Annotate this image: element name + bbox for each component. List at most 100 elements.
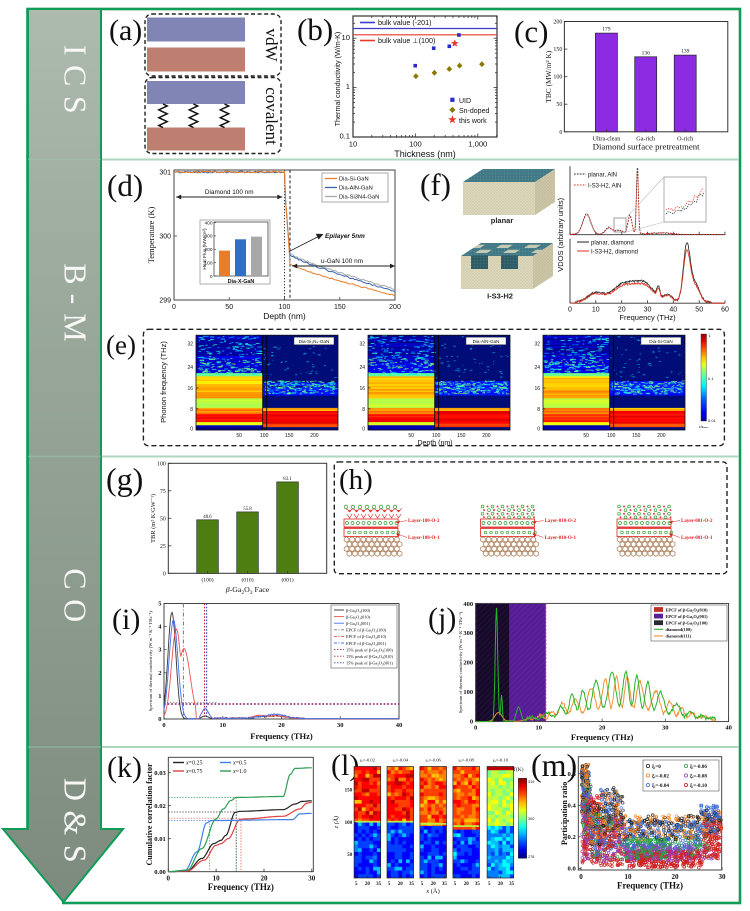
svg-text:εₑ=-0.10: εₑ=-0.10 [493,758,509,763]
svg-text:32: 32 [359,342,365,348]
svg-text:55.8: 55.8 [243,507,252,512]
svg-text:diamond(100): diamond(100) [666,627,693,632]
svg-text:(001): (001) [281,576,293,583]
svg-text:16: 16 [187,386,193,392]
svg-text:εₑ=-0.06: εₑ=-0.06 [426,758,442,763]
svg-text:30: 30 [719,873,727,881]
svg-text:30: 30 [662,725,669,732]
svg-text:(010): (010) [241,576,253,583]
svg-text:Dia-AlN-GaN: Dia-AlN-GaN [473,339,500,344]
svg-text:z (Å): z (Å) [332,816,340,829]
svg-text:48.6: 48.6 [203,515,212,520]
svg-text:300: 300 [463,630,473,637]
svg-text:O-rich: O-rich [677,135,694,142]
svg-text:β-Ga₂O₃(100): β-Ga₂O₃(100) [346,608,371,613]
svg-text:0: 0 [158,716,161,723]
svg-text:30: 30 [337,722,344,729]
svg-text:100: 100 [607,433,616,439]
svg-text:planar, diamond: planar, diamond [591,241,634,247]
svg-text:35: 35 [409,882,415,887]
svg-text:EPCF of β-Ga₂O₃(100): EPCF of β-Ga₂O₃(100) [346,628,387,633]
svg-text:10: 10 [625,873,633,881]
svg-text:0: 0 [474,725,477,732]
svg-text:ICS: ICS [58,45,94,123]
svg-text:Layer-001-O-2: Layer-001-O-2 [681,519,713,524]
svg-text:Frequency (THz): Frequency (THz) [208,882,274,892]
svg-text:20: 20 [398,882,404,887]
svg-text:50: 50 [347,853,353,858]
svg-text:30: 30 [308,875,316,883]
svg-text:CO: CO [58,568,94,631]
svg-text:εₑ=-0.02: εₑ=-0.02 [360,758,376,763]
svg-text:5: 5 [388,882,391,887]
svg-text:35: 35 [442,882,448,887]
svg-text:83.1: 83.1 [283,477,292,482]
svg-text:vdW: vdW [262,28,281,62]
svg-text:Temperature (K): Temperature (K) [146,206,156,263]
svg-text:Layer-010-O-2: Layer-010-O-2 [545,519,577,524]
svg-text:0: 0 [559,130,562,136]
svg-text:200: 200 [463,660,473,667]
svg-text:Depth (nm): Depth (nm) [263,311,306,321]
svg-text:EPCF of β-Ga₂O₃(001): EPCF of β-Ga₂O₃(001) [666,614,709,619]
svg-text:24: 24 [359,365,365,371]
svg-text:Layer-100-O-1: Layer-100-O-1 [408,536,440,541]
svg-text:15% peak of β-Ga₂O₃(100): 15% peak of β-Ga₂O₃(100) [346,647,393,652]
svg-text:0.6: 0.6 [568,771,577,778]
svg-text:15% peak of β-Ga₂O₃(010): 15% peak of β-Ga₂O₃(010) [346,654,393,659]
svg-text:100: 100 [463,689,473,696]
svg-text:UID: UID [459,98,471,105]
svg-text:100: 100 [279,304,291,311]
svg-text:20: 20 [464,882,470,887]
svg-text:15% peak of β-Ga₂O₃(001): 15% peak of β-Ga₂O₃(001) [346,661,393,666]
svg-text:εₑ=-0.08: εₑ=-0.08 [459,758,475,763]
svg-text:0.00: 0.00 [154,869,166,876]
svg-text:Dia-AlN-GaN: Dia-AlN-GaN [339,186,373,192]
svg-text:0.0: 0.0 [568,866,577,873]
svg-text:Layer-001-O-1: Layer-001-O-1 [681,536,713,541]
svg-text:0.01: 0.01 [154,836,166,843]
svg-text:301: 301 [159,170,171,177]
svg-text:EPCF of β-Ga₂O₃(001): EPCF of β-Ga₂O₃(001) [346,641,387,646]
svg-text:Cumulative correlation factor: Cumulative correlation factor [145,763,154,865]
svg-text:Sn-doped: Sn-doped [459,108,489,115]
svg-text:35: 35 [475,882,481,887]
svg-text:0: 0 [210,274,213,280]
svg-text:100: 100 [260,433,269,439]
svg-text:0: 0 [163,571,166,577]
svg-text:β-Ga₂O₃(001): β-Ga₂O₃(001) [346,621,371,626]
svg-text:Depth (nm): Depth (nm) [417,440,452,447]
svg-text:Frequency (THz): Frequency (THz) [617,881,683,891]
svg-text:Dia-Si-GaN: Dia-Si-GaN [649,339,672,344]
svg-text:32: 32 [534,342,540,348]
svg-text:0: 0 [568,307,572,314]
svg-text:400: 400 [463,601,473,608]
svg-text:40: 40 [396,722,403,729]
svg-text:β-Ga2O3 Face: β-Ga2O3 Face [225,585,270,596]
svg-text:40: 40 [725,725,732,732]
svg-text:319: 319 [528,780,534,784]
svg-text:30: 30 [644,307,652,314]
svg-text:EPCF of β-Ga₂O₃(100): EPCF of β-Ga₂O₃(100) [666,621,709,626]
svg-text:300: 300 [528,817,534,821]
svg-text:25: 25 [160,544,166,550]
svg-text:(100): (100) [201,576,213,583]
svg-text:diamond(111): diamond(111) [666,634,692,639]
svg-text:20: 20 [431,882,437,887]
svg-text:20: 20 [599,725,606,732]
svg-text:4: 4 [158,624,162,631]
svg-text:Dia-X-GaN: Dia-X-GaN [228,279,255,285]
svg-text:50: 50 [695,307,703,314]
svg-text:100: 100 [204,261,212,267]
svg-text:8: 8 [537,407,540,413]
svg-text:x=1.0: x=1.0 [232,769,247,775]
svg-text:0.4: 0.4 [568,803,577,810]
svg-text:150: 150 [632,433,641,439]
svg-text:bulk value ⊥(100): bulk value ⊥(100) [378,36,435,45]
svg-text:TBR (m² K/GW⁻¹): TBR (m² K/GW⁻¹) [150,494,157,543]
svg-text:150: 150 [334,304,346,311]
svg-text:0: 0 [579,873,583,881]
svg-text:Spectrum of thermal conductivi: Spectrum of thermal conductivity (W m⁻¹ … [148,611,153,712]
svg-text:200: 200 [204,247,212,253]
svg-text:16: 16 [359,386,365,392]
